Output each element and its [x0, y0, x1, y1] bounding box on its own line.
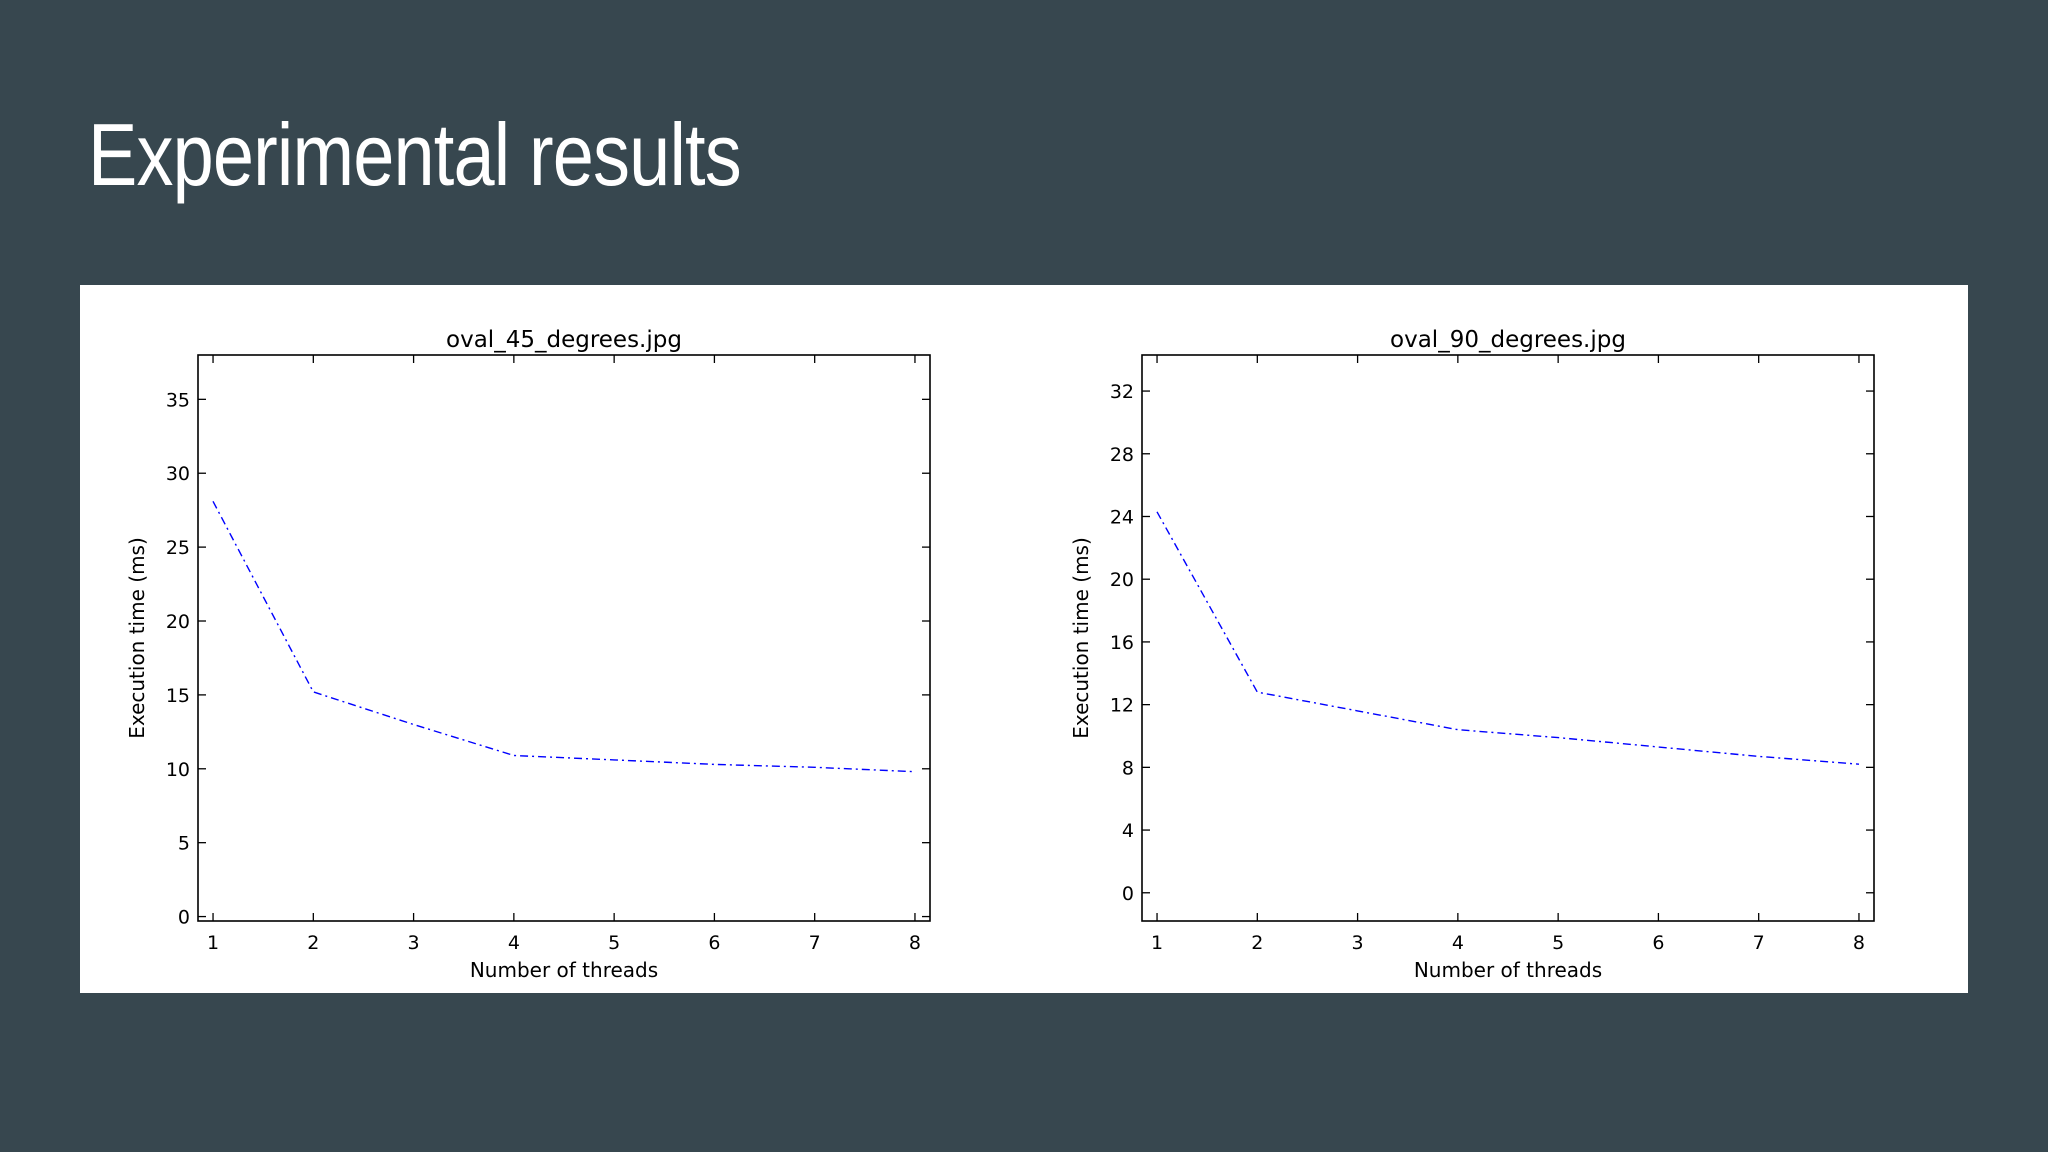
- x-tick-label: 4: [508, 932, 520, 954]
- chart-0-marks: 1 2 3 4 5 6 7 8 0 5 10 15 20 25 30 35: [166, 354, 931, 954]
- x-tick-label: 4: [1452, 932, 1464, 954]
- y-tick-label: 32: [1110, 381, 1134, 403]
- x-tick-label: 3: [408, 932, 420, 954]
- x-tick-label: 8: [909, 932, 921, 954]
- slide-title: Experimental results: [88, 105, 742, 204]
- x-tick-label: 6: [1652, 932, 1664, 954]
- y-tick-label: 4: [1122, 820, 1134, 842]
- y-tick-label: 12: [1110, 695, 1134, 717]
- y-tick-label: 5: [178, 833, 190, 855]
- y-tick-label: 0: [1122, 883, 1134, 905]
- x-tick-label: 1: [1151, 932, 1163, 954]
- y-tick-label: 0: [178, 907, 190, 929]
- y-tick-label: 28: [1110, 444, 1134, 466]
- chart-oval-45: 1 2 3 4 5 6 7 8 0 5 10 15 20 25 30 35 oval_45_degrees.j…: [125, 327, 931, 982]
- chart-1-title: oval_90_degrees.jpg: [1390, 327, 1626, 353]
- x-tick-label: 2: [1251, 932, 1263, 954]
- chart-1-ylabel: Execution time (ms): [1069, 537, 1093, 739]
- y-tick-label: 8: [1122, 757, 1134, 779]
- x-tick-label: 3: [1352, 932, 1364, 954]
- y-tick-label: 24: [1110, 506, 1134, 528]
- x-tick-label: 1: [207, 932, 219, 954]
- plot-frame: [1141, 354, 1875, 922]
- chart-0-xlabel: Number of threads: [470, 958, 658, 982]
- x-tick-label: 8: [1853, 932, 1865, 954]
- x-tick-label: 7: [809, 932, 821, 954]
- charts-panel: 1 2 3 4 5 6 7 8 0 5 10 15 20 25 30 35 oval_45_degrees.j…: [80, 285, 1968, 993]
- series-line-0: [1156, 511, 1860, 765]
- y-tick-label: 35: [166, 389, 190, 411]
- y-tick-label: 16: [1110, 632, 1134, 654]
- y-tick-label: 15: [166, 685, 190, 707]
- x-tick-label: 5: [608, 932, 620, 954]
- y-tick-label: 10: [166, 759, 190, 781]
- y-tick-label: 30: [166, 463, 190, 485]
- y-tick-label: 20: [166, 611, 190, 633]
- series-line-0: [212, 500, 916, 773]
- plot-frame: [197, 354, 931, 922]
- x-tick-label: 5: [1552, 932, 1564, 954]
- x-tick-label: 6: [708, 932, 720, 954]
- x-tick-label: 7: [1753, 932, 1765, 954]
- chart-0-ylabel: Execution time (ms): [125, 537, 149, 739]
- chart-0-title: oval_45_degrees.jpg: [446, 327, 682, 353]
- chart-1-xlabel: Number of threads: [1414, 958, 1602, 982]
- y-tick-label: 20: [1110, 569, 1134, 591]
- y-tick-label: 25: [166, 537, 190, 559]
- x-tick-label: 2: [307, 932, 319, 954]
